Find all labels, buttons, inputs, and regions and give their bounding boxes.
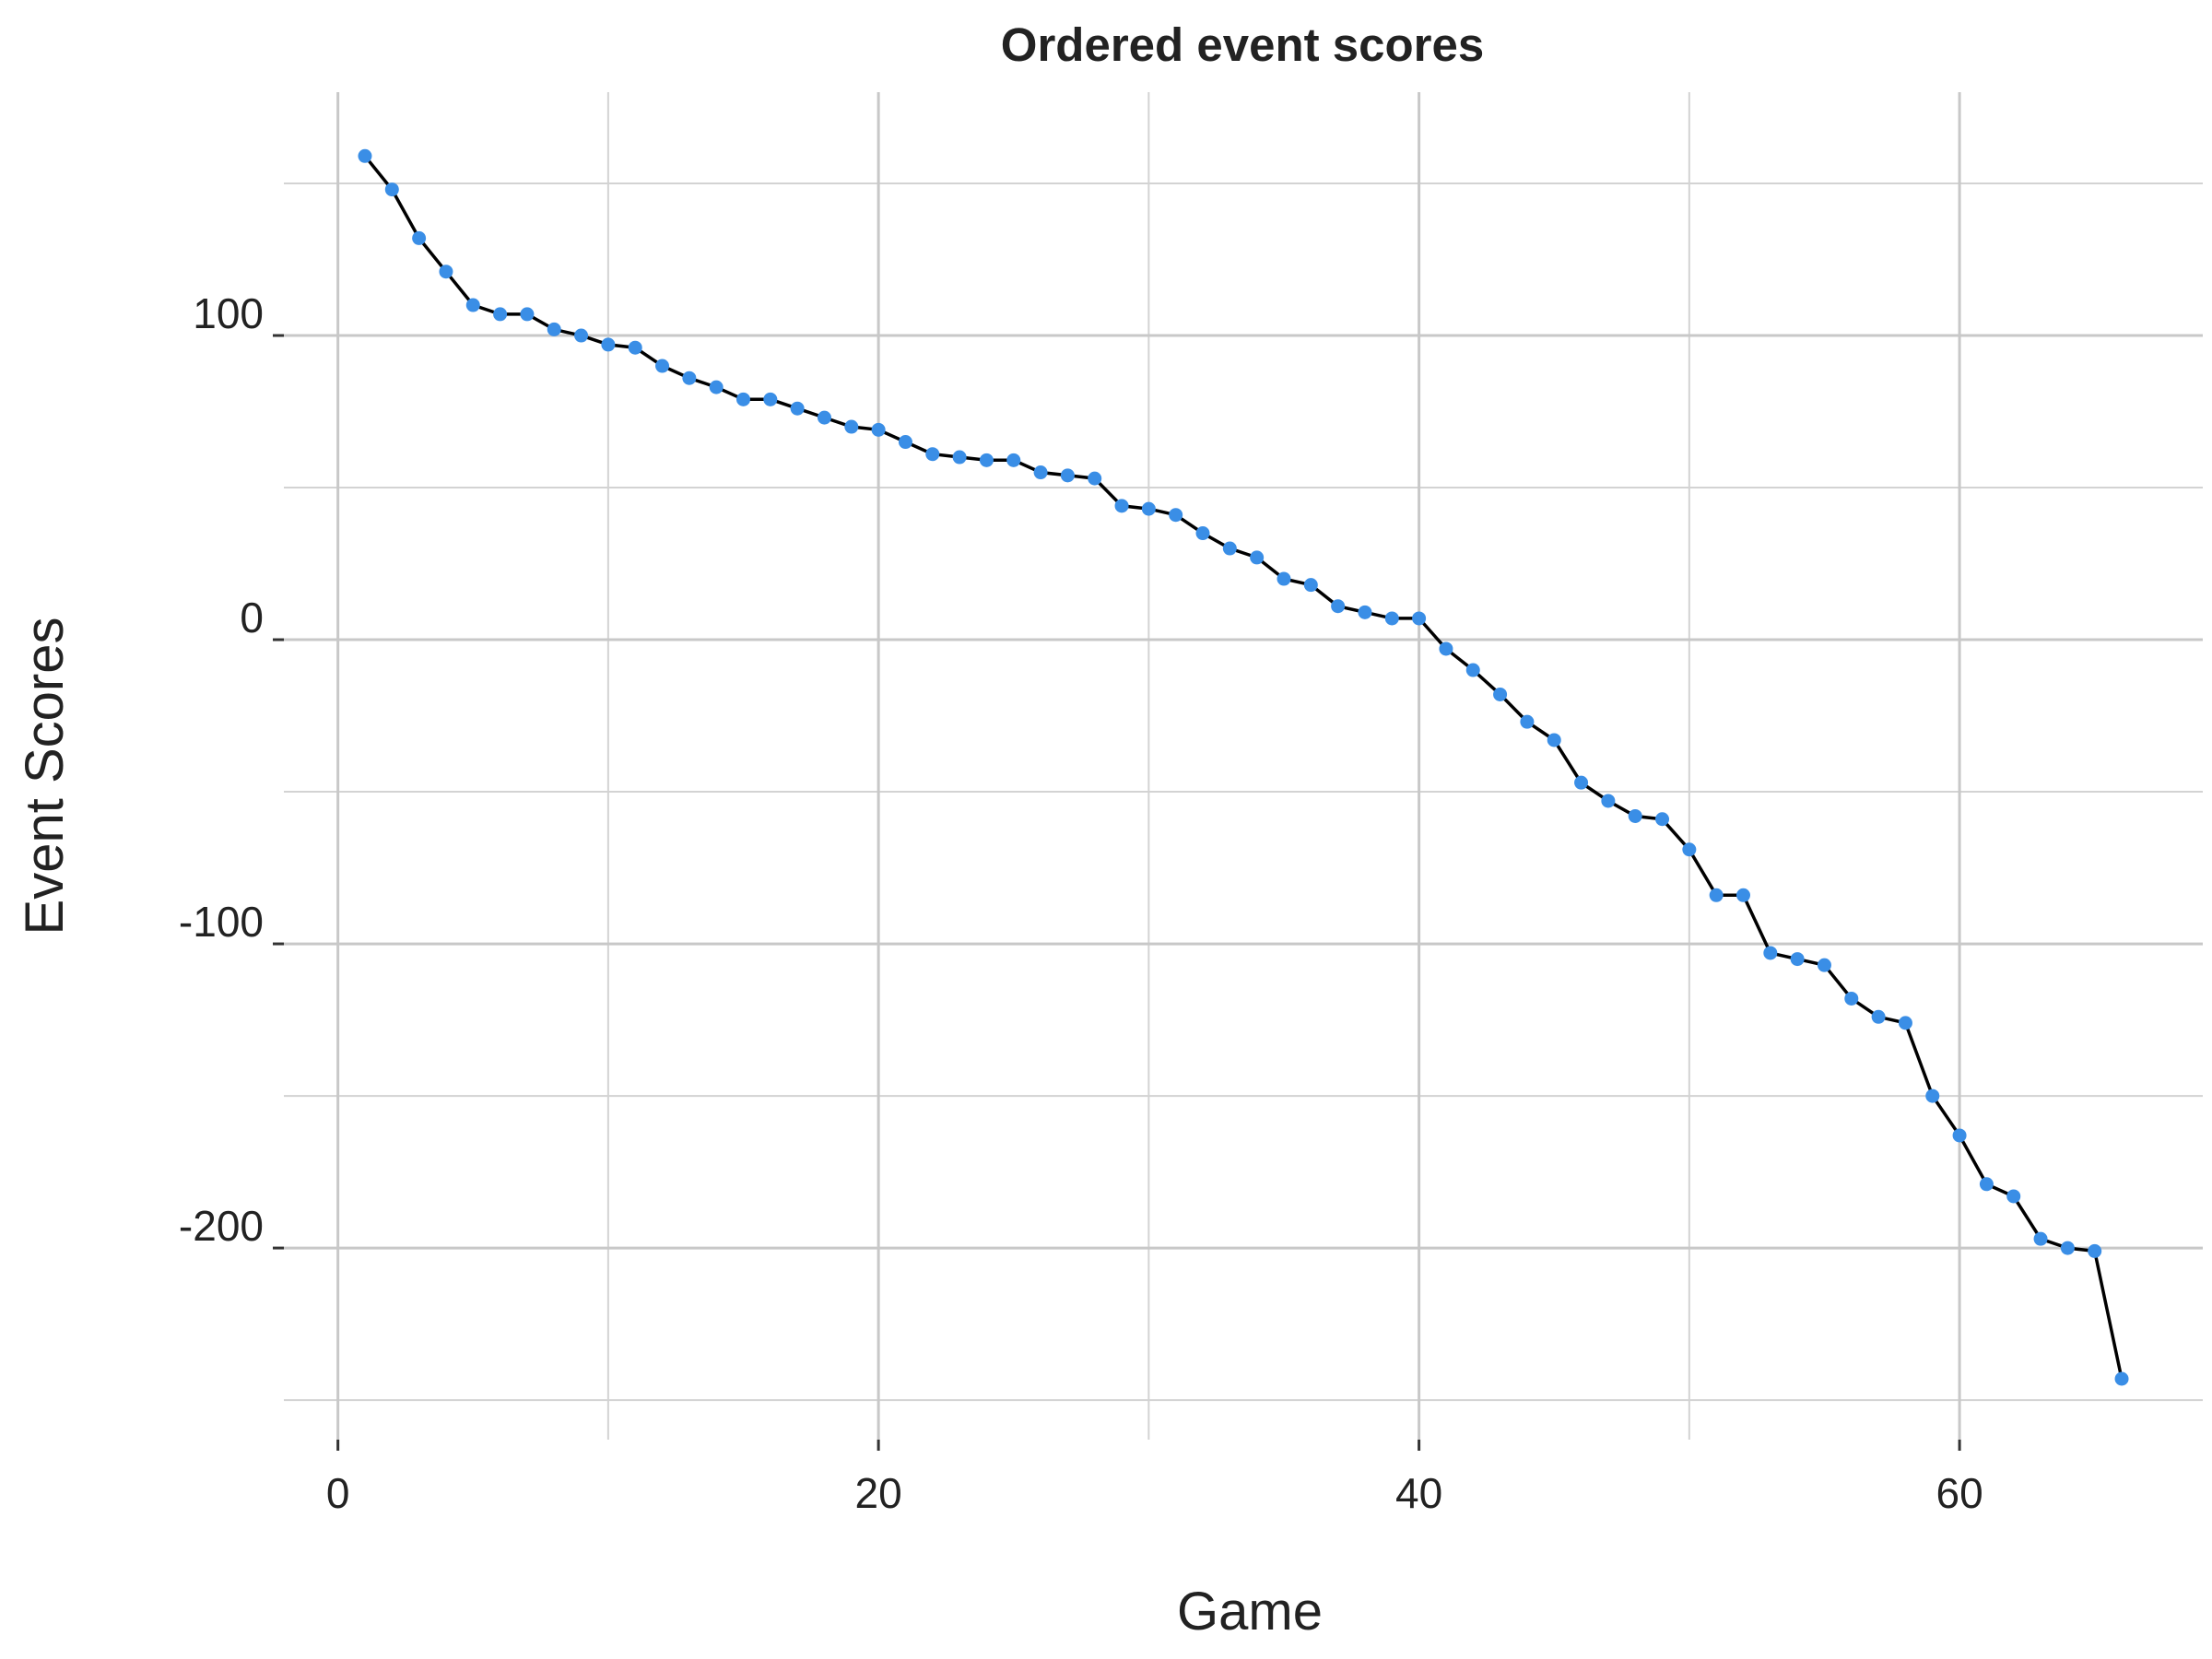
data-point: [1763, 946, 1778, 960]
y-tick-label: -200: [179, 1202, 264, 1250]
data-point: [465, 298, 480, 312]
data-point: [763, 392, 778, 406]
data-point: [601, 337, 616, 352]
data-point: [1871, 1009, 1886, 1024]
data-point: [628, 340, 642, 355]
data-point: [2114, 1371, 2129, 1386]
data-point: [1547, 733, 1561, 747]
data-point: [709, 380, 724, 394]
data-point: [1114, 499, 1129, 513]
data-point: [1465, 663, 1480, 677]
data-point: [1655, 812, 1670, 827]
data-point: [412, 230, 427, 245]
data-point: [1493, 687, 1508, 701]
data-point: [817, 410, 831, 425]
data-point: [1979, 1177, 1994, 1192]
data-point: [952, 450, 967, 465]
series-line: [363, 155, 2124, 1380]
data-point: [844, 419, 859, 434]
data-point: [1384, 611, 1399, 626]
data-point: [1222, 541, 1237, 556]
data-point: [925, 447, 940, 462]
data-point: [439, 265, 453, 279]
data-point: [2088, 1243, 2102, 1258]
ticks: [273, 334, 1961, 1451]
x-axis-label: Game: [1177, 1582, 1323, 1641]
data-point: [1141, 501, 1156, 516]
data-points: [358, 148, 2129, 1386]
data-point: [1817, 958, 1831, 972]
x-tick-label: 20: [855, 1469, 902, 1517]
y-tick-label: 100: [193, 289, 264, 337]
y-tick-label: -100: [179, 898, 264, 946]
data-point: [1303, 578, 1318, 593]
chart-title: Ordered event scores: [1001, 18, 1484, 71]
grid: [284, 92, 2203, 1440]
data-point: [1628, 808, 1642, 823]
data-point: [682, 371, 697, 385]
data-point: [979, 453, 994, 467]
data-point: [384, 182, 399, 197]
data-point: [2060, 1241, 2075, 1255]
x-tick-label: 0: [326, 1469, 350, 1517]
data-point: [1898, 1016, 1912, 1030]
data-point: [358, 148, 372, 163]
data-point: [736, 392, 751, 406]
data-point: [2006, 1189, 2021, 1204]
data-point: [1358, 605, 1372, 619]
tick-labels: 0 20 40 60 100 0 -100 -200: [179, 289, 1983, 1517]
data-point: [1195, 526, 1210, 541]
data-point: [1060, 468, 1075, 483]
data-point: [1735, 888, 1750, 902]
data-point: [1601, 794, 1616, 808]
y-axis-label: Event Scores: [15, 618, 75, 935]
data-point: [1412, 611, 1427, 626]
data-point: [1574, 775, 1589, 790]
data-point: [1439, 641, 1453, 656]
data-point: [1790, 952, 1805, 967]
data-point: [1331, 599, 1346, 614]
data-point: [1682, 842, 1697, 857]
x-tick-label: 40: [1395, 1469, 1442, 1517]
x-tick-label: 60: [1936, 1469, 1983, 1517]
data-point: [1250, 550, 1265, 565]
data-point: [1277, 571, 1291, 586]
data-point: [1925, 1088, 1940, 1103]
data-point: [1169, 508, 1183, 523]
data-point: [1033, 465, 1048, 480]
data-point: [1520, 714, 1535, 729]
data-point: [547, 322, 561, 336]
data-point: [2033, 1231, 2048, 1246]
data-point: [1952, 1128, 1967, 1143]
data-point: [574, 328, 589, 343]
data-point: [493, 307, 508, 322]
y-tick-label: 0: [240, 594, 264, 641]
data-point: [898, 435, 912, 450]
data-point: [655, 359, 670, 373]
data-point: [1006, 453, 1021, 467]
data-point: [1709, 888, 1724, 902]
data-point: [1844, 991, 1859, 1006]
data-point: [790, 401, 805, 416]
data-point: [871, 422, 886, 437]
data-point: [1088, 471, 1102, 486]
data-point: [520, 307, 535, 322]
